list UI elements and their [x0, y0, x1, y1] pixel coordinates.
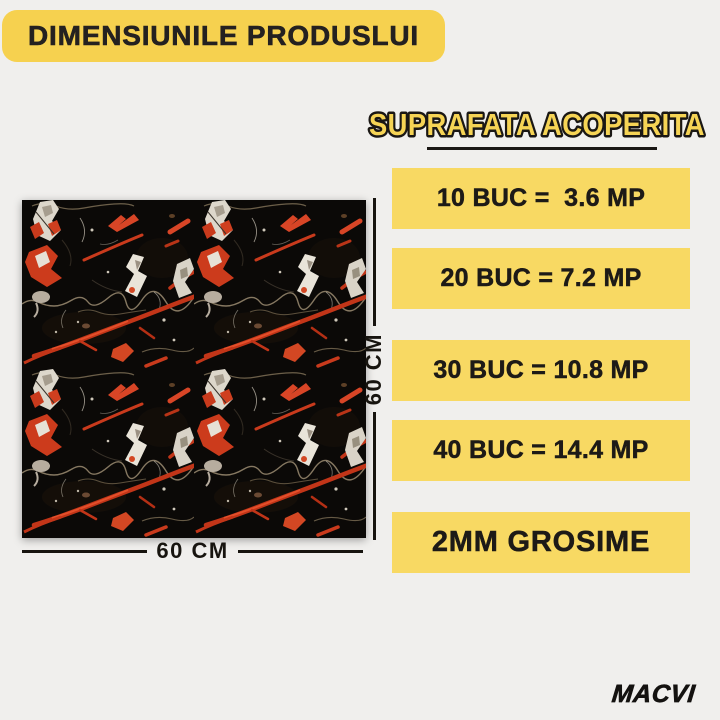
coverage-row-30buc: 30 BUC = 10.8 MP — [392, 340, 690, 401]
title-banner: DIMENSIUNILE PRODUSLUI — [2, 10, 445, 62]
dimension-line-top — [372, 198, 376, 326]
dimension-line-right — [237, 549, 364, 553]
marble-tile-image — [22, 200, 366, 538]
page-title: DIMENSIUNILE PRODUSLUI — [28, 20, 419, 52]
coverage-heading: SUPRAFATA ACOPERITA — [369, 107, 705, 142]
coverage-heading-underline — [427, 147, 657, 150]
coverage-row-label: 2MM GROSIME — [431, 526, 651, 559]
dimension-line-bottom — [372, 412, 376, 541]
coverage-row-20buc: 20 BUC = 7.2 MP — [392, 248, 690, 309]
height-dimension-annotation: 60 CM — [360, 198, 388, 541]
dimension-line-left — [22, 549, 148, 553]
coverage-row-40buc: 40 BUC = 14.4 MP — [392, 420, 690, 481]
coverage-row-label: 30 BUC = 10.8 MP — [433, 356, 649, 385]
height-dimension-label: 60 CM — [361, 332, 386, 406]
product-tile-figure — [22, 200, 366, 538]
brand-logo: MACVI — [610, 680, 697, 709]
coverage-heading-svg: SUPRAFATA ACOPERITA — [367, 105, 708, 145]
width-dimension-label: 60 CM — [156, 538, 229, 563]
coverage-row-label: 10 BUC = 3.6 MP — [436, 184, 646, 213]
coverage-row-label: 20 BUC = 7.2 MP — [440, 264, 642, 293]
width-dimension-annotation: 60 CM — [22, 537, 364, 565]
coverage-row-label: 40 BUC = 14.4 MP — [433, 436, 649, 465]
coverage-row-10buc: 10 BUC = 3.6 MP — [392, 168, 690, 229]
coverage-row-thickness: 2MM GROSIME — [392, 512, 690, 573]
